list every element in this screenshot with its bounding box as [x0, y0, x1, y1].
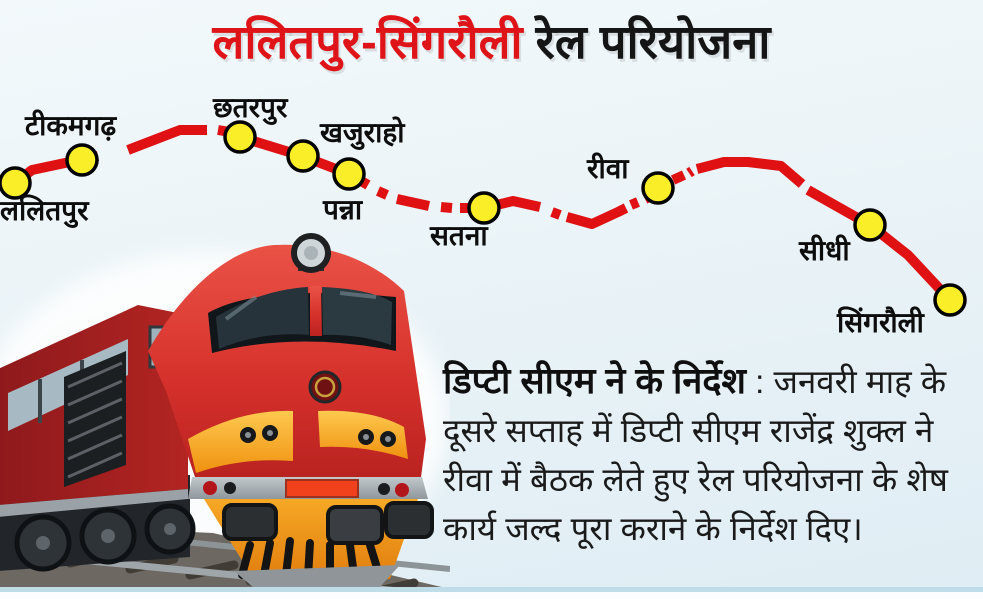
station-label-tikamgarh: टीकमगढ़ [25, 110, 117, 141]
note-separator: : [745, 363, 774, 400]
bottom-divider [0, 587, 983, 592]
page-title: ललितपुर-सिंगरौली रेल परियोजना [0, 8, 983, 72]
note-body: जनवरी माह के दूसरे सप्ताह में डिप्टी सीए… [443, 363, 948, 547]
number-plate [285, 479, 359, 498]
note-lead: डिप्टी सीएम ने के निर्देश [443, 360, 746, 401]
center-box [326, 505, 384, 545]
undercarriage [0, 475, 196, 572]
windshield-left-pane [216, 287, 309, 349]
route-line [11, 125, 954, 304]
station-dot-panna [332, 157, 366, 191]
pilot-cowcatcher [204, 499, 434, 593]
station-label-chhatarpur: छतरपुर [213, 92, 288, 123]
station-label-lalitpur: ललितपुर [0, 195, 89, 226]
beam-lamps [203, 481, 409, 497]
station-dot-sidhi [853, 208, 887, 242]
station-dot-rewa [641, 171, 675, 205]
brake-hoses [238, 537, 382, 581]
station-label-panna: पन्ना [323, 194, 363, 225]
station-markers [0, 120, 967, 317]
station-label-satna: सतना [430, 220, 488, 251]
station-dot-lalitpur [0, 166, 32, 200]
station-label-rewa: रीवा [587, 153, 629, 184]
station-label-singrauli: सिंगरौली [837, 307, 924, 338]
photo-halo [0, 252, 448, 592]
buffer-right [384, 501, 434, 539]
windshield-frame [208, 292, 396, 353]
bottom-margin [0, 592, 983, 599]
loco-front-cab [148, 233, 426, 477]
station-dot-singrauli [933, 283, 967, 317]
station-dot-tikamgarh [65, 143, 99, 177]
station-label-sidhi: सीधी [799, 235, 850, 266]
headlight-mount [298, 261, 324, 271]
loco-side-body [0, 305, 188, 517]
train-illustration [0, 233, 450, 599]
note-paragraph: डिप्टी सीएम ने के निर्देश : जनवरी माह के… [443, 356, 983, 553]
title-route-name: ललितपुर-सिंगरौली [212, 15, 523, 68]
roof-headlight-icon [291, 233, 331, 273]
nose-panel-right [318, 410, 408, 459]
station-dot-satna [467, 191, 501, 225]
title-suffix: रेल परियोजना [522, 15, 771, 68]
buffer-left [222, 503, 278, 541]
buffer-beam [188, 477, 428, 499]
front-marker-lights [240, 425, 396, 447]
station-label-khajuraho: खजुराहो [320, 117, 405, 148]
nose-panel-left [188, 410, 293, 473]
station-dot-khajuraho [286, 139, 320, 173]
station-dot-chhatarpur [223, 120, 257, 154]
windshield-right-pane [322, 287, 392, 345]
emblem-badge [308, 370, 342, 404]
